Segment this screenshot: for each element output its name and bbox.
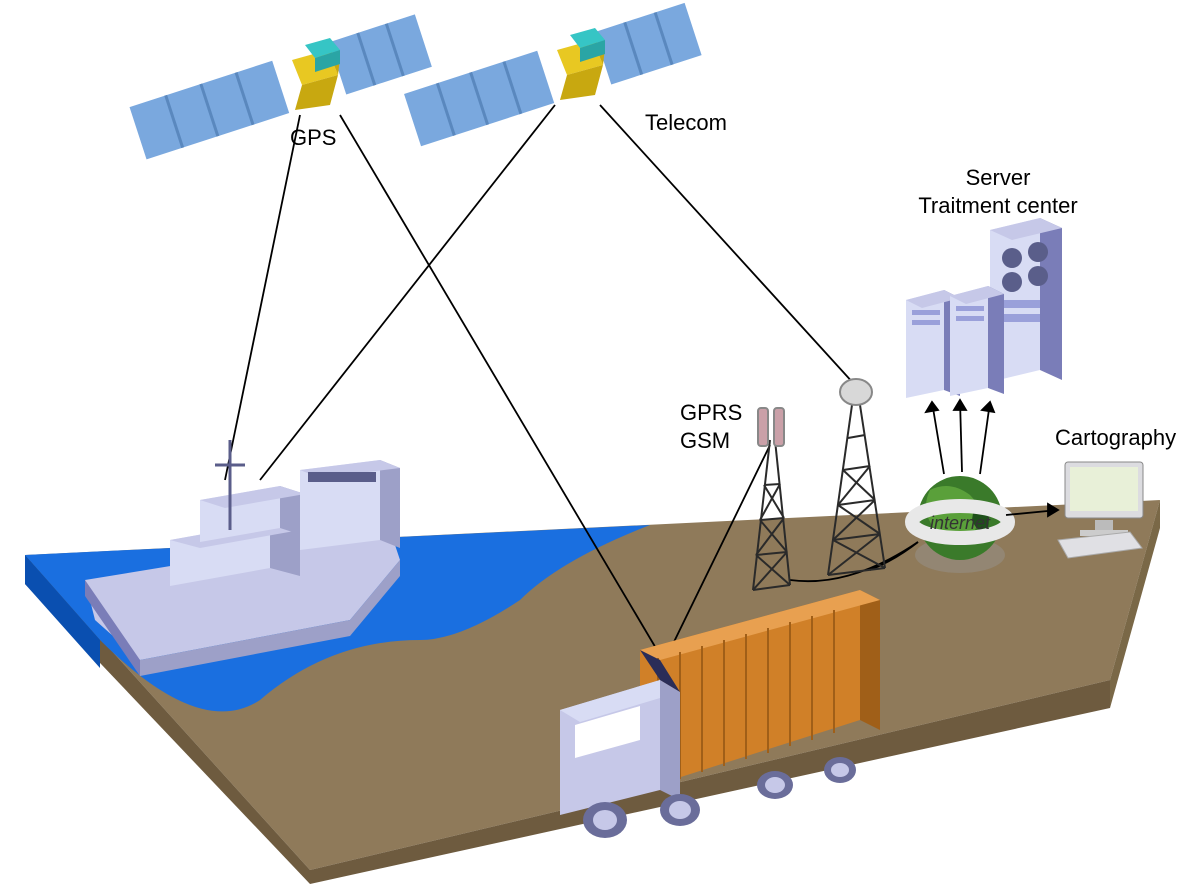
- diagram-canvas: internet GPS Telecom GPRS GSM Server Tra…: [0, 0, 1200, 884]
- globe-to-server-arrows: [926, 400, 994, 474]
- gsm-label: GSM: [680, 428, 730, 453]
- server-label-bot: Traitment center: [918, 193, 1077, 218]
- internet-label: internet: [930, 513, 991, 533]
- telecom-label: Telecom: [645, 110, 727, 135]
- gprs-label: GPRS: [680, 400, 742, 425]
- internet-globe-icon: internet: [912, 476, 1008, 573]
- gps-satellite-icon: [130, 14, 432, 159]
- monitor-icon: [1058, 462, 1143, 558]
- server-rack-icon: [906, 218, 1062, 398]
- gps-label: GPS: [290, 125, 336, 150]
- server-label-top: Server: [966, 165, 1031, 190]
- cartography-label: Cartography: [1055, 425, 1176, 450]
